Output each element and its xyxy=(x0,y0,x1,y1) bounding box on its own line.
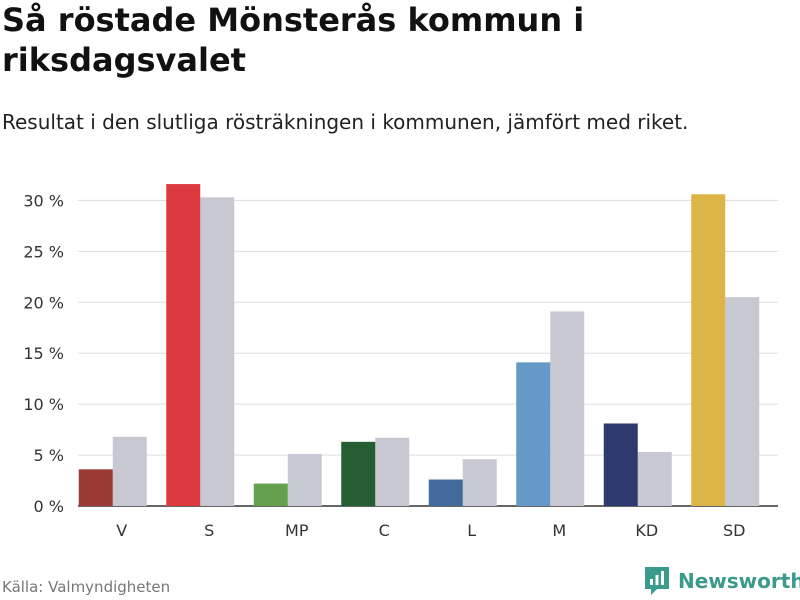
bar-national-v xyxy=(112,436,147,506)
x-tick-label: MP xyxy=(285,521,309,540)
y-tick-label: 30 % xyxy=(23,191,64,210)
y-tick-label: 0 % xyxy=(34,497,64,516)
x-tick-label: SD xyxy=(723,521,745,540)
bar-kommun-s xyxy=(166,184,201,506)
bar-kommun-mp xyxy=(253,483,288,506)
bar-kommun-c xyxy=(341,441,376,506)
bar-chart: 0 % 5 % 10 % 15 % 20 % 25 % 30 % V S MP C L M KD SD xyxy=(23,184,778,540)
bar-kommun-l xyxy=(428,479,463,506)
bar-national-sd xyxy=(725,297,760,506)
source-note: Källa: Valmyndigheten xyxy=(2,578,171,596)
x-tick-label: C xyxy=(379,521,390,540)
bar-national-s xyxy=(200,197,235,506)
bar-kommun-kd xyxy=(603,423,638,506)
y-tick-label: 5 % xyxy=(34,446,64,465)
x-tick-label: S xyxy=(204,521,214,540)
bar-chart-logo-icon xyxy=(645,567,669,595)
bar-kommun-v xyxy=(78,469,113,506)
chart-subtitle: Resultat i den slutliga rösträkningen i … xyxy=(2,110,689,134)
bar-kommun-m xyxy=(516,362,551,506)
bar-national-mp xyxy=(287,454,322,506)
bar-kommun-sd xyxy=(691,194,726,506)
y-tick-label: 15 % xyxy=(23,344,64,363)
x-tick-label: V xyxy=(116,521,127,540)
x-tick-label: L xyxy=(467,521,476,540)
bar-national-c xyxy=(375,437,410,506)
x-tick-label: KD xyxy=(635,521,658,540)
y-tick-label: 25 % xyxy=(23,242,64,261)
bar-national-m xyxy=(550,311,585,506)
brand-name: Newsworthy xyxy=(678,569,800,593)
x-tick-label: M xyxy=(552,521,566,540)
brand-logo: Newsworthy xyxy=(644,566,800,596)
y-tick-label: 20 % xyxy=(23,293,64,312)
bar-national-l xyxy=(462,459,497,506)
bar-national-kd xyxy=(637,452,672,506)
chart-title: Så röstade Mönsterås kommun i riksdagsva… xyxy=(2,1,585,79)
y-tick-label: 10 % xyxy=(23,395,64,414)
